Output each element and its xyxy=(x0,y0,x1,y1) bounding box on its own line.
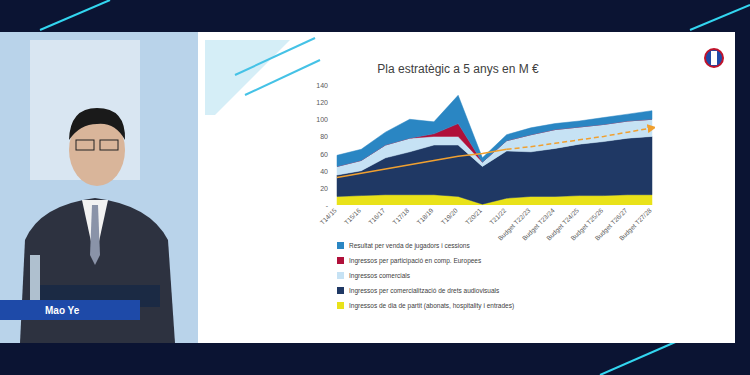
legend-swatch xyxy=(337,272,344,279)
speaker-hair xyxy=(69,108,125,140)
x-tick-label: T15/16 xyxy=(343,206,363,226)
decor-line xyxy=(600,340,680,375)
legend-swatch xyxy=(337,302,344,309)
water-bottle xyxy=(30,255,40,300)
slide xyxy=(198,32,735,343)
decor-line xyxy=(40,0,110,30)
slide-decor xyxy=(235,38,315,75)
background xyxy=(0,0,750,375)
decor-line xyxy=(690,5,750,30)
speaker-name: Mao Ye xyxy=(45,305,80,316)
x-tick-label: T18/19 xyxy=(415,206,435,226)
legend-swatch xyxy=(337,287,344,294)
y-tick-label: 80 xyxy=(320,133,328,140)
speaker-backdrop xyxy=(0,32,198,343)
plot-area xyxy=(337,95,652,205)
club-logo xyxy=(705,49,723,67)
legend-label: Ingressos per comercialització de drets … xyxy=(349,287,500,295)
speaker-tie xyxy=(90,205,100,265)
legend-label: Ingressos comercials xyxy=(349,272,411,280)
slide-decor xyxy=(245,60,320,95)
speaker-body xyxy=(20,198,175,343)
y-tick-label: 100 xyxy=(316,116,328,123)
trend-line xyxy=(337,149,507,177)
legend-swatch xyxy=(337,257,344,264)
legend-swatch xyxy=(337,242,344,249)
slide-decor xyxy=(205,40,290,115)
x-tick-label: T19/20 xyxy=(440,206,460,226)
speaker-glasses xyxy=(76,140,94,150)
logo-shape xyxy=(711,51,717,65)
legend-label: Ingressos de dia de partit (abonats, hos… xyxy=(349,302,514,310)
area-segment xyxy=(337,95,652,166)
logo-shape xyxy=(705,49,723,67)
x-tick-label: T21/22 xyxy=(488,206,508,226)
screen: Mao Ye Pla estratègic a 5 anys en M € - 20 4… xyxy=(0,0,750,375)
legend-label: Ingressos per participació en comp. Euro… xyxy=(349,257,482,265)
name-plate xyxy=(0,300,140,320)
x-tick-label: T20/21 xyxy=(464,206,484,226)
y-tick-label: 40 xyxy=(320,168,328,175)
y-tick-label: 120 xyxy=(316,99,328,106)
x-tick-label: T17/18 xyxy=(391,206,411,226)
trend-line xyxy=(507,128,652,149)
y-tick-label: 60 xyxy=(320,151,328,158)
legend-label: Resultat per venda de jugadors i cession… xyxy=(349,242,470,250)
y-tick-label: 20 xyxy=(320,185,328,192)
y-tick-label: - xyxy=(326,202,329,209)
x-tick-label: T16/17 xyxy=(367,206,387,226)
x-tick-label: T14/15 xyxy=(318,206,338,226)
x-tick-label: Budget T27/28 xyxy=(618,206,654,242)
chart-title: Pla estratègic a 5 anys en M € xyxy=(377,62,539,76)
y-tick-label: 140 xyxy=(316,82,328,89)
speaker-glasses xyxy=(100,140,118,150)
